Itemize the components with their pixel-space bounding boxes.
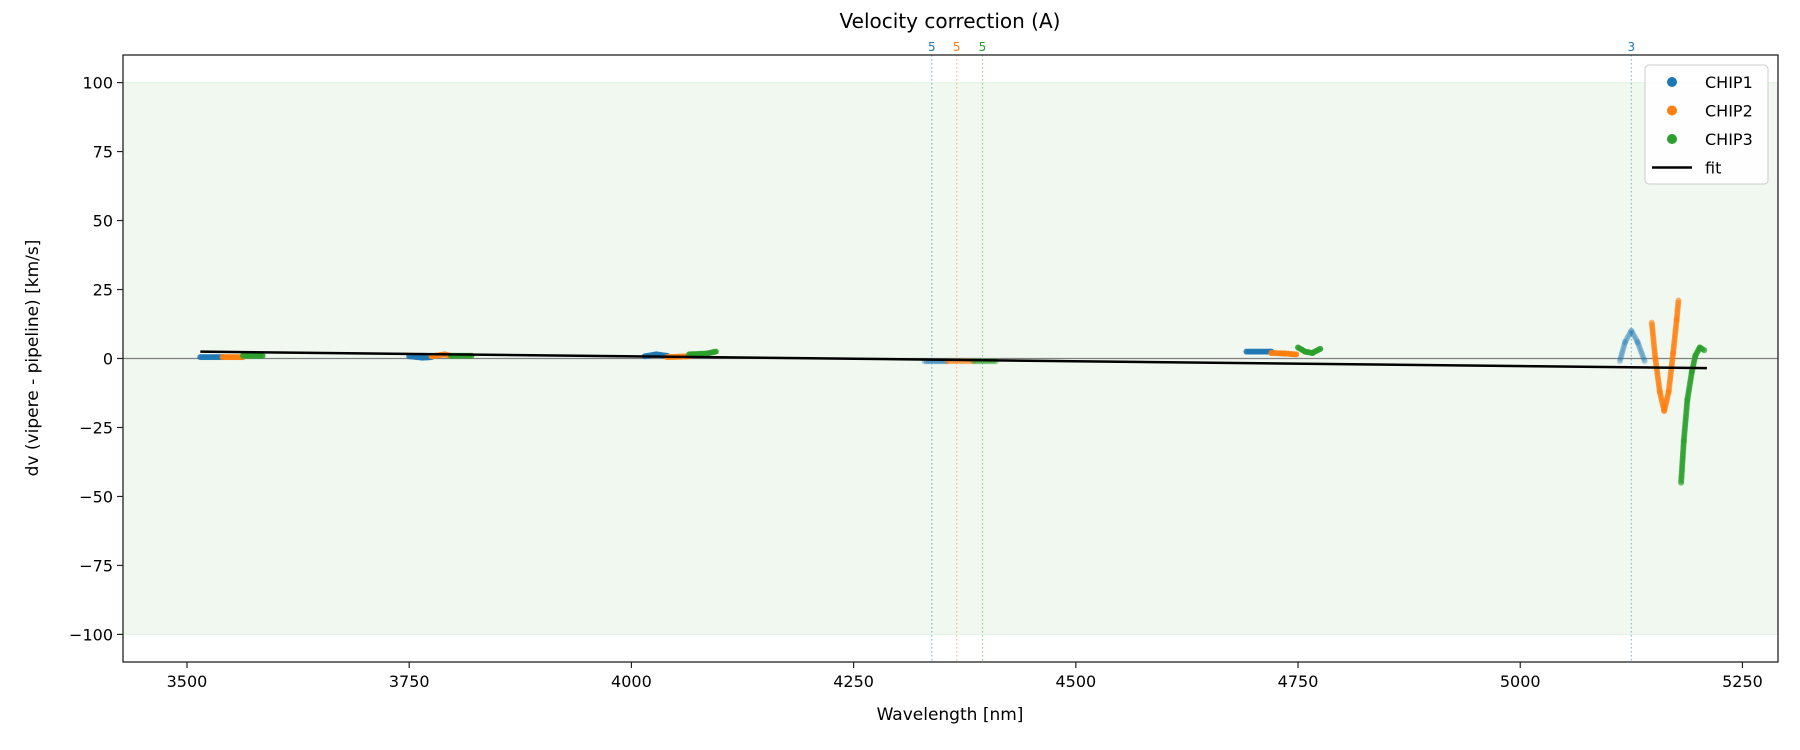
data-point xyxy=(1675,297,1682,304)
x-axis-label: Wavelength [nm] xyxy=(877,705,1024,725)
x-tick-label: 4500 xyxy=(1055,672,1096,691)
data-point xyxy=(1617,356,1624,363)
y-tick-label: −75 xyxy=(79,556,113,575)
data-point xyxy=(1317,345,1324,352)
y-axis-label: dv (vipere - pipeline) [km/s] xyxy=(23,240,43,477)
series-chip3 xyxy=(239,344,1708,486)
data-point xyxy=(712,348,719,355)
data-point xyxy=(1627,329,1634,336)
legend-box xyxy=(1644,64,1769,185)
fit-line xyxy=(200,350,1707,370)
marker-label: 5 xyxy=(953,40,961,54)
data-point xyxy=(1634,338,1641,345)
x-tick-label: 5250 xyxy=(1722,672,1763,691)
data-point xyxy=(1633,337,1640,344)
x-tick-label: 3750 xyxy=(389,672,430,691)
data-point xyxy=(1625,333,1632,340)
legend-label: CHIP1 xyxy=(1705,73,1753,92)
y-tick-label: −100 xyxy=(69,625,113,644)
legend-label: CHIP3 xyxy=(1705,130,1753,149)
data-point xyxy=(259,352,266,359)
legend-label: CHIP2 xyxy=(1705,102,1753,121)
data-point xyxy=(1624,335,1631,342)
data-point xyxy=(1629,329,1636,336)
legend: CHIP1 CHIP2 CHIP3 fit xyxy=(1644,64,1769,185)
data-point xyxy=(1618,350,1625,357)
data-point xyxy=(1628,327,1635,334)
y-tick-label: −50 xyxy=(79,487,113,506)
chart-title: Velocity correction (A) xyxy=(840,9,1061,33)
y-tick-label: 50 xyxy=(93,212,113,231)
data-point xyxy=(1619,346,1626,353)
y-tick-label: −25 xyxy=(79,418,113,437)
data-point xyxy=(1701,347,1708,354)
data-point xyxy=(1626,331,1633,338)
x-tick-label: 4750 xyxy=(1278,672,1319,691)
data-point xyxy=(1631,333,1638,340)
x-tick-label: 3500 xyxy=(167,672,208,691)
y-tick-label: 100 xyxy=(82,74,113,93)
data-point xyxy=(1618,352,1625,359)
data-point xyxy=(1636,344,1643,351)
data-point xyxy=(1640,356,1647,363)
legend-marker-icon xyxy=(1667,105,1677,116)
data-point xyxy=(1639,352,1646,359)
data-point xyxy=(1628,327,1635,334)
data-point xyxy=(1620,344,1627,351)
marker-label: 5 xyxy=(928,40,936,54)
data-point xyxy=(1622,338,1629,345)
series-chip1 xyxy=(197,327,1648,365)
legend-marker-icon xyxy=(1667,134,1677,144)
data-point xyxy=(1641,358,1648,365)
data-point xyxy=(1617,354,1624,361)
x-tick-label: 4250 xyxy=(833,672,874,691)
data-point xyxy=(1622,338,1629,345)
data-point xyxy=(1619,348,1626,355)
data-point xyxy=(1632,335,1639,342)
legend-label: fit xyxy=(1705,159,1721,178)
data-point xyxy=(1621,342,1628,349)
marker-label: 5 xyxy=(979,40,987,54)
data-point xyxy=(1634,338,1641,345)
data-point xyxy=(1638,348,1645,355)
y-tick-label: 25 xyxy=(93,281,113,300)
data-point xyxy=(1640,354,1647,361)
data-point xyxy=(1635,340,1642,347)
marker-label: 3 xyxy=(1628,40,1636,54)
data-point xyxy=(1637,346,1644,353)
y-tick-label: 75 xyxy=(93,143,113,162)
data-point xyxy=(1616,358,1623,365)
data-point xyxy=(1623,337,1630,344)
data-point xyxy=(1293,351,1300,358)
y-tick-label: 0 xyxy=(103,350,113,369)
x-tick-label: 5000 xyxy=(1500,672,1541,691)
legend-marker-icon xyxy=(1667,77,1677,87)
data-point xyxy=(1638,350,1645,357)
data-point xyxy=(1621,340,1628,347)
x-tick-label: 4000 xyxy=(611,672,652,691)
data-point xyxy=(1635,342,1642,349)
data-point xyxy=(1630,331,1637,338)
